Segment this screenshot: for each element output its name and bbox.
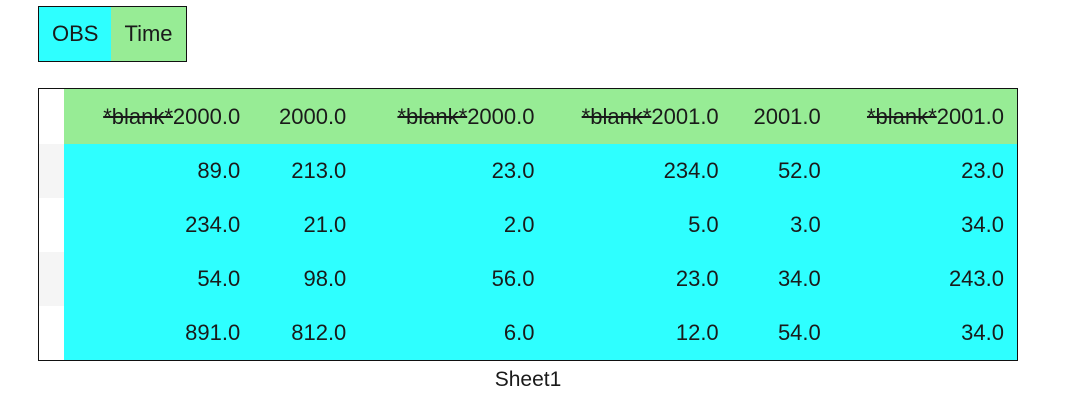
table-cell[interactable]: 54.0 (64, 252, 254, 306)
table-cell[interactable]: 52.0 (731, 144, 834, 198)
table-cell[interactable]: 34.0 (833, 198, 1017, 252)
table-row: 89.0 213.0 23.0 234.0 52.0 23.0 (39, 144, 1017, 198)
row-index-cell[interactable] (39, 252, 65, 306)
row-index-cell[interactable] (39, 306, 65, 360)
blank-marker: *blank* (103, 103, 173, 129)
header-value: 2000.0 (279, 103, 347, 129)
row-index-cell[interactable] (39, 198, 65, 252)
table-row: 891.0 812.0 6.0 12.0 54.0 34.0 (39, 306, 1017, 360)
table-cell[interactable]: 89.0 (64, 144, 254, 198)
table-cell[interactable]: 6.0 (359, 306, 548, 360)
legend-time: Time (111, 7, 186, 61)
table-cell[interactable]: 34.0 (731, 252, 834, 306)
column-header[interactable]: *blank*2000.0 (64, 89, 254, 144)
table-row: 54.0 98.0 56.0 23.0 34.0 243.0 (39, 252, 1017, 306)
legend: OBS Time (38, 6, 187, 62)
table-cell[interactable]: 98.0 (253, 252, 360, 306)
header-value: 2001.0 (936, 103, 1004, 129)
column-header[interactable]: *blank*2001.0 (547, 89, 732, 144)
blank-marker: *blank* (397, 103, 468, 129)
header-value: 2000.0 (467, 103, 535, 129)
table-cell[interactable]: 234.0 (64, 198, 254, 252)
header-value: 2001.0 (651, 103, 719, 129)
table-cell[interactable]: 2.0 (359, 198, 548, 252)
header-value: 2001.0 (753, 103, 821, 129)
column-header[interactable]: 2001.0 (731, 89, 834, 144)
table-cell[interactable]: 23.0 (547, 252, 732, 306)
blank-marker: *blank* (866, 103, 937, 129)
table-cell[interactable]: 23.0 (359, 144, 548, 198)
table-cell[interactable]: 12.0 (547, 306, 732, 360)
index-header-cell (39, 89, 65, 144)
sheet-name-label: Sheet1 (494, 368, 562, 391)
header-row: *blank*2000.0 2000.0 *blank*2000.0 *blan… (39, 89, 1017, 144)
data-sheet: *blank*2000.0 2000.0 *blank*2000.0 *blan… (38, 88, 1018, 361)
legend-obs: OBS (39, 7, 112, 61)
table-cell[interactable]: 3.0 (731, 198, 834, 252)
table-cell[interactable]: 21.0 (253, 198, 360, 252)
table-cell[interactable]: 213.0 (253, 144, 360, 198)
table-cell[interactable]: 234.0 (547, 144, 732, 198)
table-cell[interactable]: 243.0 (833, 252, 1017, 306)
data-table: *blank*2000.0 2000.0 *blank*2000.0 *blan… (39, 89, 1017, 360)
table-cell[interactable]: 54.0 (731, 306, 834, 360)
table-cell[interactable]: 56.0 (359, 252, 548, 306)
column-header[interactable]: 2000.0 (253, 89, 360, 144)
table-cell[interactable]: 34.0 (833, 306, 1017, 360)
column-header[interactable]: *blank*2001.0 (833, 89, 1017, 144)
table-cell[interactable]: 891.0 (64, 306, 254, 360)
table-cell[interactable]: 812.0 (253, 306, 360, 360)
table-row: 234.0 21.0 2.0 5.0 3.0 34.0 (39, 198, 1017, 252)
table-cell[interactable]: 5.0 (547, 198, 732, 252)
header-value: 2000.0 (172, 103, 241, 129)
column-header[interactable]: *blank*2000.0 (359, 89, 548, 144)
row-index-cell[interactable] (39, 144, 65, 198)
table-cell[interactable]: 23.0 (833, 144, 1017, 198)
blank-marker: *blank* (581, 103, 652, 129)
